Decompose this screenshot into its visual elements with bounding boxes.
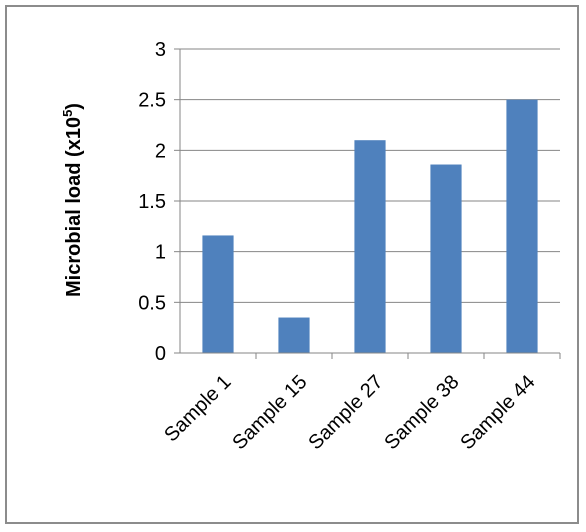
chart-frame <box>5 5 579 524</box>
y-axis-title-suffix: ) <box>63 103 85 110</box>
bar <box>202 235 234 353</box>
y-tick-label: 1 <box>155 242 166 264</box>
y-tick-label: 2 <box>155 140 166 162</box>
x-tick-label: Sample 44 <box>456 371 539 454</box>
bar <box>506 99 538 354</box>
x-tick-label: Sample 1 <box>160 371 235 446</box>
y-axis-title-main: Microbial load (x10 <box>63 117 85 297</box>
bar <box>278 317 310 353</box>
y-tick-label: 0 <box>155 343 166 365</box>
y-tick-labels: 0 0.5 1 1.5 2 2.5 3 <box>138 39 166 365</box>
y-tick-label: 0.5 <box>138 292 166 314</box>
bar <box>354 140 386 353</box>
gridlines <box>180 48 560 303</box>
bar <box>430 164 462 353</box>
y-tick-label: 3 <box>155 39 166 61</box>
y-tick-label: 2.5 <box>138 90 166 112</box>
bars <box>202 99 538 354</box>
x-tick-label: Sample 27 <box>304 371 387 454</box>
y-tick-label: 1.5 <box>138 191 166 213</box>
x-tick-label: Sample 15 <box>228 371 311 454</box>
y-axis-title-superscript: 5 <box>60 110 75 117</box>
x-tick-label: Sample 38 <box>380 371 463 454</box>
axes <box>174 48 561 359</box>
y-axis-title: Microbial load (x105) <box>60 103 85 297</box>
